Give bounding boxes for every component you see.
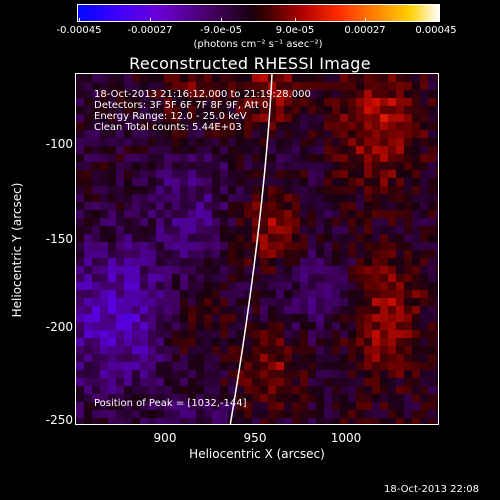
y-tick-label: -150	[45, 232, 73, 246]
y-tick-label: -250	[45, 413, 73, 427]
colorbar-tick	[365, 18, 366, 22]
x-axis-label: Heliocentric X (arcsec)	[189, 447, 325, 461]
info-clean-counts: Clean Total counts: 5.44E+03	[94, 122, 242, 133]
info-time-range: 18-Oct-2013 21:16:12.000 to 21:19:28.000	[94, 89, 311, 100]
colorbar-tick	[221, 18, 222, 22]
x-tick-label: 950	[243, 431, 267, 445]
y-axis-label: Heliocentric Y (arcsec)	[10, 182, 24, 318]
colorbar-tick-label: 0.00027	[344, 25, 386, 36]
colorbar	[77, 4, 440, 22]
colorbar-tick-label: 0.00045	[415, 25, 457, 36]
plot-title: Reconstructed RHESSI Image	[129, 54, 371, 73]
footer-timestamp: 18-Oct-2013 22:08	[384, 484, 479, 495]
colorbar-unit-label: (photons cm⁻² s⁻¹ asec⁻²)	[193, 39, 323, 50]
info-detectors: Detectors: 3F 5F 6F 7F 8F 9F, Att 0	[94, 100, 269, 111]
y-tick-label: -100	[45, 137, 73, 151]
x-tick-label: 900	[153, 431, 177, 445]
colorbar-tick	[295, 18, 296, 22]
y-tick-label: -200	[45, 320, 73, 334]
colorbar-tick-label: -0.00027	[127, 25, 173, 36]
colorbar-tick-label: -0.00045	[56, 25, 102, 36]
colorbar-tick	[79, 18, 80, 22]
x-tick-label: 1000	[330, 431, 362, 445]
colorbar-tick-label: -9.0e-05	[200, 25, 242, 36]
solar-limb-line	[229, 74, 273, 424]
colorbar-tick-label: 9.0e-05	[275, 25, 315, 36]
image-plot: 18-Oct-2013 21:16:12.000 to 21:19:28.000…	[75, 73, 439, 425]
info-energy-range: Energy Range: 12.0 - 25.0 keV	[94, 111, 247, 122]
colorbar-tick	[436, 18, 437, 22]
image-map	[76, 74, 438, 424]
peak-position-label: Position of Peak = [1032,-144]	[94, 398, 247, 409]
colorbar-tick	[150, 18, 151, 22]
